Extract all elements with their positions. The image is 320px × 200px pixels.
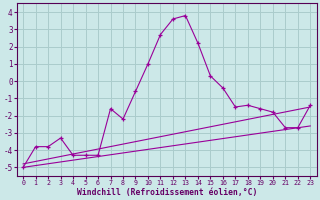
X-axis label: Windchill (Refroidissement éolien,°C): Windchill (Refroidissement éolien,°C) <box>76 188 257 197</box>
